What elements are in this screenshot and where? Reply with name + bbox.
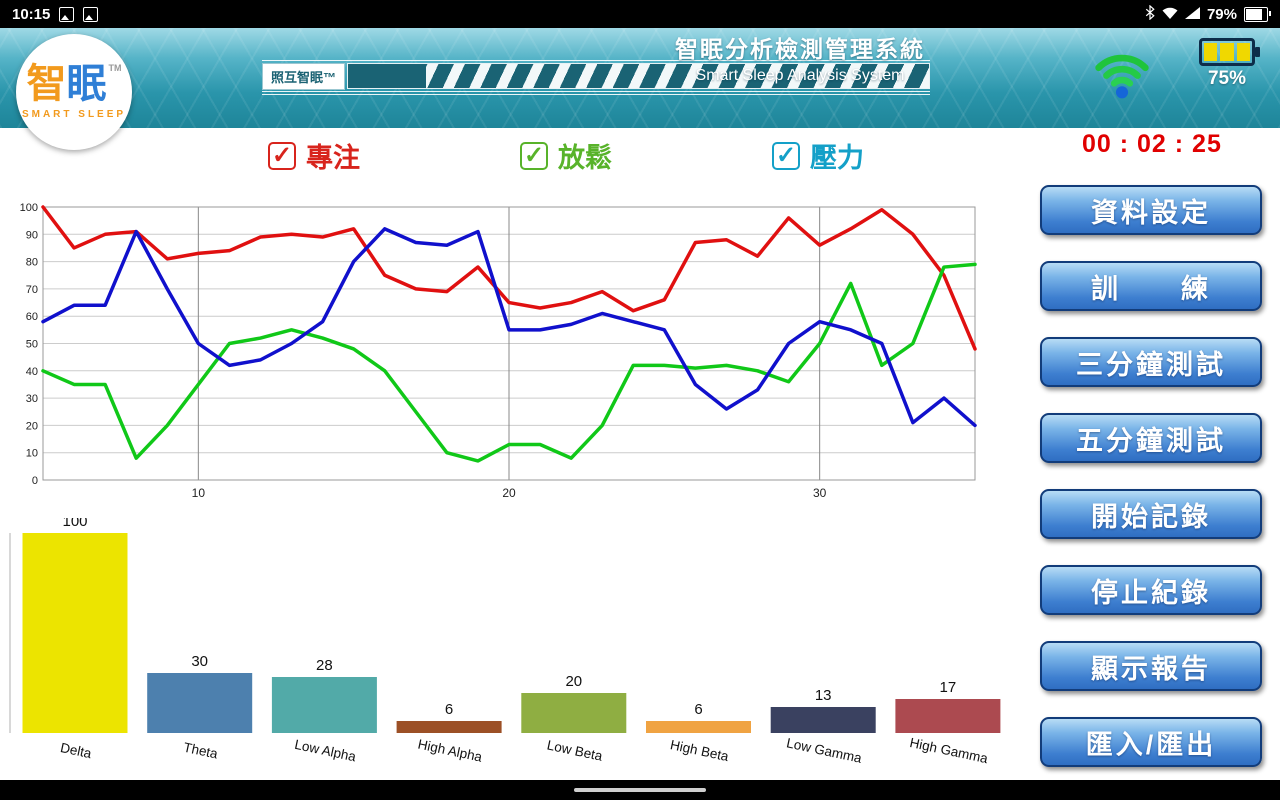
checkbox-icon: ✓ [268,141,296,170]
svg-text:High Alpha: High Alpha [417,736,484,764]
svg-text:6: 6 [694,701,702,718]
svg-text:20: 20 [502,486,516,500]
data-settings-button[interactable]: 資料設定 [1040,185,1262,235]
title-block: 智眠分析檢測管理系統 Smart Sleep Analysis System [600,30,1000,85]
svg-text:Low Alpha: Low Alpha [293,737,358,765]
headset-battery-percent: 75% [1207,68,1247,89]
svg-text:30: 30 [191,653,208,670]
app-logo: 智眠 TM SMART SLEEP [16,34,132,150]
stress-checkbox-label: 壓力 [810,143,864,173]
svg-text:100: 100 [20,202,38,214]
focus-checkbox-label: 專注 [306,143,360,173]
home-indicator[interactable] [574,788,706,792]
svg-text:50: 50 [26,339,38,351]
svg-text:10: 10 [26,448,38,460]
wifi-status-icon [1162,6,1178,23]
svg-text:17: 17 [940,679,957,696]
svg-text:13: 13 [815,687,832,704]
start-record-button[interactable]: 開始記錄 [1040,489,1262,539]
timer: 00 : 02 : 25 [1082,130,1222,158]
relax-checkbox-label: 放鬆 [558,143,612,173]
checkbox-icon: ✓ [520,141,548,170]
svg-text:0: 0 [32,475,38,487]
svg-text:100: 100 [62,518,87,530]
svg-text:Delta: Delta [59,740,93,761]
svg-text:28: 28 [316,657,333,674]
divider [262,60,930,61]
status-time: 10:15 [12,5,51,23]
logo-subtext: SMART SLEEP [21,109,127,120]
focus-checkbox[interactable]: ✓ 專注 [268,136,360,175]
battery-icon [1244,6,1271,22]
trademark-label: TM [108,63,122,73]
notification-icon [83,6,99,22]
svg-text:High Gamma: High Gamma [908,735,989,766]
signal-icon [1184,6,1200,23]
device-connection-bar: 照互智眠™ [262,60,930,97]
page-subtitle: Smart Sleep Analysis System [695,67,905,84]
svg-text:6: 6 [445,701,453,718]
svg-text:30: 30 [26,393,38,405]
divider [262,94,930,95]
import-export-button[interactable]: 匯入/匯出 [1040,717,1262,767]
device-label: 照互智眠™ [262,62,346,90]
five-minute-test-button[interactable]: 五分鐘測試 [1040,413,1262,463]
status-battery-percent: 79% [1206,5,1237,23]
svg-text:Theta: Theta [182,740,219,762]
svg-text:Low Beta: Low Beta [546,737,605,763]
notification-icon [59,6,75,22]
progress-bar [347,63,930,89]
gesture-bar [0,780,1280,800]
controls-row: ✓ 專注 ✓ 放鬆 ✓ 壓力 [0,128,1035,186]
line-chart: 0 10 20 30 40 50 60 70 80 90 100 10 20 30 [20,202,977,500]
svg-text:80: 80 [26,257,38,269]
check-icon: ✓ [775,141,797,169]
svg-text:40: 40 [26,366,38,378]
svg-text:20: 20 [565,673,582,690]
show-report-button[interactable]: 顯示報告 [1040,641,1262,691]
headset-wifi-icon [1086,36,1158,100]
svg-text:Low Gamma: Low Gamma [785,735,863,766]
progress-bar-lead [348,64,427,88]
svg-text:10: 10 [192,486,206,500]
svg-text:90: 90 [26,229,38,241]
svg-text:60: 60 [26,311,38,323]
divider [262,91,930,92]
status-bar: 10:15 79% [0,0,1280,28]
training-button[interactable]: 訓 練 [1040,261,1262,311]
svg-text:20: 20 [26,420,38,432]
headset-battery: 75% [1194,38,1260,90]
three-minute-test-button[interactable]: 三分鐘測試 [1040,337,1262,387]
logo-text: 智眠 TM [26,62,122,106]
relax-checkbox[interactable]: ✓ 放鬆 [520,136,612,175]
stop-record-button[interactable]: 停止紀錄 [1040,565,1262,615]
bluetooth-icon [1145,4,1155,24]
bar-chart: 100 Delta 30 Theta 28 Low Alpha 6 High Alpha 20 L… [9,518,1001,766]
svg-text:30: 30 [813,486,827,500]
checkbox-icon: ✓ [772,141,800,170]
headset-battery-icon [1199,38,1260,66]
check-icon: ✓ [271,141,293,169]
check-icon: ✓ [523,141,545,169]
sidebar: 資料設定 訓 練 三分鐘測試 五分鐘測試 開始記錄 停止紀錄 顯示報告 匯入/匯… [1040,185,1262,793]
svg-text:70: 70 [26,284,38,296]
page-title: 智眠分析檢測管理系統 [675,36,925,62]
svg-text:High Beta: High Beta [669,737,731,764]
stress-checkbox[interactable]: ✓ 壓力 [772,136,864,175]
